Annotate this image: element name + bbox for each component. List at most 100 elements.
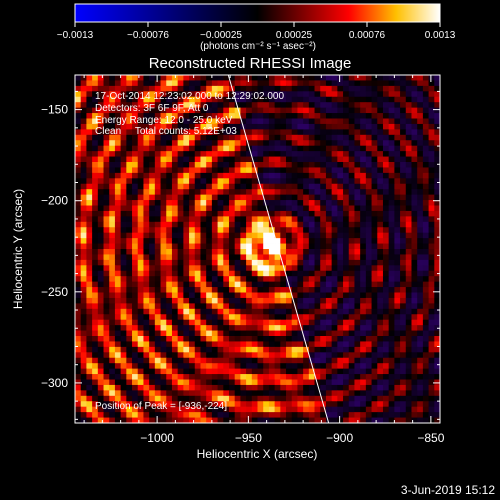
heatmap-cell: [211, 134, 218, 141]
heatmap-cell: [194, 227, 201, 234]
heatmap-cell: [86, 259, 93, 266]
heatmap-cell: [217, 341, 224, 348]
heatmap-cell: [371, 200, 378, 206]
heatmap-cell: [114, 368, 122, 375]
heatmap-cell: [434, 232, 441, 239]
heatmap-cell: [337, 167, 344, 174]
heatmap-cell: [223, 412, 230, 418]
heatmap-cell: [234, 221, 241, 228]
heatmap-cell: [183, 281, 190, 288]
heatmap-cell: [194, 384, 201, 391]
heatmap-cell: [143, 221, 150, 228]
heatmap-cell: [297, 151, 304, 157]
heatmap-cell: [382, 417, 390, 424]
heatmap-cell: [411, 368, 418, 375]
heatmap-cell: [240, 129, 247, 136]
heatmap-cell: [303, 140, 310, 147]
heatmap-cell: [371, 352, 378, 359]
heatmap-cell: [194, 308, 201, 315]
heatmap-cell: [286, 156, 293, 163]
heatmap-cell: [103, 325, 110, 331]
heatmap-cell: [183, 75, 190, 81]
heatmap-cell: [348, 314, 355, 321]
heatmap-cell: [177, 151, 184, 157]
heatmap-cell: [126, 330, 133, 337]
heatmap-cell: [246, 243, 253, 250]
heatmap-cell: [126, 238, 133, 244]
heatmap-cell: [149, 162, 156, 168]
heatmap-cell: [183, 216, 190, 223]
heatmap-cell: [126, 178, 133, 185]
heatmap-cell: [365, 303, 372, 310]
heatmap-cell: [394, 75, 401, 81]
heatmap-cell: [171, 281, 179, 288]
heatmap-cell: [103, 243, 110, 250]
heatmap-cell: [286, 412, 293, 418]
heatmap-cell: [308, 390, 315, 397]
heatmap-cell: [120, 200, 127, 206]
heatmap-cell: [422, 270, 429, 277]
heatmap-cell: [75, 167, 82, 174]
heatmap-cell: [337, 390, 344, 397]
heatmap-cell: [417, 162, 424, 168]
heatmap-cell: [80, 243, 87, 250]
heatmap-cell: [189, 395, 196, 402]
heatmap-cell: [132, 140, 139, 147]
heatmap-cell: [343, 85, 350, 92]
heatmap-cell: [263, 91, 270, 98]
heatmap-cell: [228, 379, 236, 386]
heatmap-cell: [149, 325, 156, 331]
heatmap-cell: [337, 91, 344, 98]
heatmap-cell: [80, 107, 87, 114]
heatmap-cell: [343, 254, 350, 261]
heatmap-cell: [360, 297, 367, 304]
heatmap-cell: [234, 210, 241, 217]
heatmap-cell: [388, 243, 395, 250]
heatmap-cell: [280, 401, 287, 408]
heatmap-cell: [377, 259, 384, 266]
heatmap-cell: [228, 172, 236, 179]
heatmap-cell: [297, 417, 304, 424]
heatmap-cell: [348, 134, 355, 141]
heatmap-cell: [143, 102, 150, 109]
heatmap-cell: [337, 216, 344, 223]
heatmap-cell: [114, 200, 122, 206]
heatmap-cell: [360, 308, 367, 315]
heatmap-cell: [297, 412, 304, 418]
heatmap-cell: [149, 363, 156, 370]
heatmap-cell: [120, 390, 127, 397]
heatmap-cell: [97, 384, 104, 391]
heatmap-cell: [234, 265, 241, 272]
heatmap-cell: [183, 156, 190, 163]
heatmap-cell: [314, 151, 321, 157]
heatmap-cell: [400, 270, 407, 277]
heatmap-cell: [377, 379, 384, 386]
heatmap-cell: [411, 129, 418, 136]
heatmap-cell: [171, 194, 179, 201]
heatmap-cell: [234, 167, 241, 174]
heatmap-cell: [80, 314, 87, 321]
heatmap-cell: [103, 346, 110, 353]
heatmap-cell: [143, 140, 150, 147]
heatmap-cell: [411, 319, 418, 326]
heatmap-cell: [177, 336, 184, 342]
heatmap-cell: [400, 238, 407, 244]
heatmap-cell: [297, 363, 304, 370]
solar-limb-line: [227, 74, 330, 424]
heatmap-cell: [331, 107, 338, 114]
heatmap-cell: [246, 281, 253, 288]
heatmap-cell: [371, 102, 378, 109]
heatmap-cell: [160, 221, 167, 228]
heatmap-cell: [234, 172, 241, 179]
heatmap-cell: [343, 281, 350, 288]
heatmap-cell: [263, 336, 270, 342]
heatmap-cell: [80, 265, 87, 272]
heatmap-cell: [126, 123, 133, 130]
heatmap-cell: [160, 91, 167, 98]
heatmap-cell: [263, 319, 270, 326]
heatmap-cell: [263, 325, 270, 331]
heatmap-cell: [365, 172, 372, 179]
heatmap-cell: [149, 384, 156, 391]
heatmap-cell: [97, 292, 104, 299]
heatmap-cell: [223, 401, 230, 408]
